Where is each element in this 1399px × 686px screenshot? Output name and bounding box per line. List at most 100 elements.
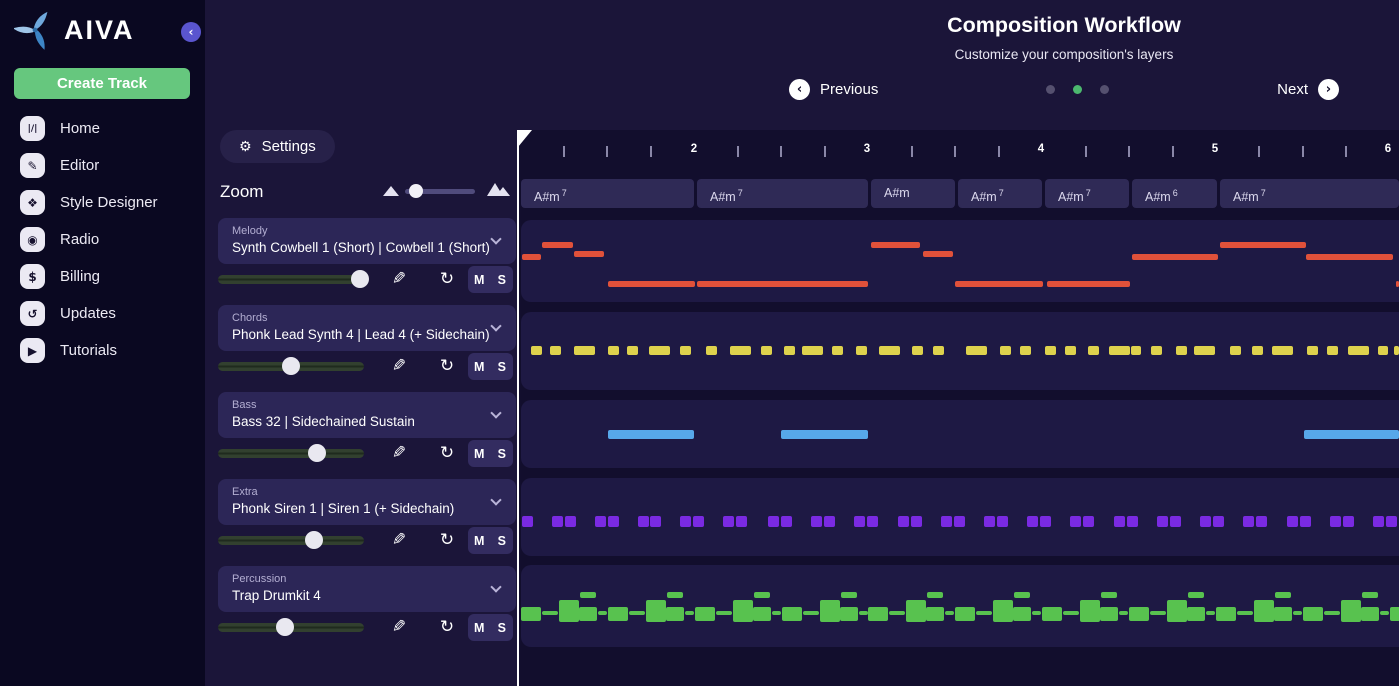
percussion-note[interactable] bbox=[1254, 600, 1274, 622]
chevron-down-icon[interactable] bbox=[490, 494, 502, 506]
regenerate-track-icon[interactable]: ↻ bbox=[439, 269, 455, 289]
create-track-button[interactable]: Create Track bbox=[14, 68, 190, 99]
volume-slider-extra[interactable] bbox=[218, 531, 364, 549]
extra-note[interactable] bbox=[1114, 516, 1125, 527]
percussion-note[interactable] bbox=[955, 607, 975, 621]
bass-note[interactable] bbox=[1304, 430, 1399, 439]
mute-button[interactable]: M bbox=[474, 620, 485, 635]
percussion-note[interactable] bbox=[666, 607, 684, 621]
percussion-note[interactable] bbox=[945, 611, 954, 615]
extra-note[interactable] bbox=[854, 516, 865, 527]
chords-note[interactable] bbox=[966, 346, 987, 355]
percussion-note[interactable] bbox=[859, 611, 868, 615]
solo-button[interactable]: S bbox=[497, 272, 506, 287]
percussion-note[interactable] bbox=[579, 607, 597, 621]
percussion-note[interactable] bbox=[716, 611, 732, 615]
chords-note[interactable] bbox=[784, 346, 795, 355]
chevron-down-icon[interactable] bbox=[490, 407, 502, 419]
sidebar-item-editor[interactable]: ✎ Editor bbox=[0, 147, 205, 184]
percussion-note[interactable] bbox=[1014, 592, 1030, 598]
chords-note[interactable] bbox=[1348, 346, 1369, 355]
chord-block[interactable]: A#m 7 bbox=[958, 179, 1042, 208]
extra-note[interactable] bbox=[1040, 516, 1051, 527]
percussion-note[interactable] bbox=[868, 607, 888, 621]
mute-button[interactable]: M bbox=[474, 359, 485, 374]
chords-note[interactable] bbox=[1020, 346, 1031, 355]
melody-note[interactable] bbox=[542, 242, 573, 248]
extra-note[interactable] bbox=[1256, 516, 1267, 527]
percussion-note[interactable] bbox=[1013, 607, 1031, 621]
chord-block[interactable]: A#m 7 bbox=[521, 179, 694, 208]
percussion-note[interactable] bbox=[695, 607, 715, 621]
step-dot-2[interactable] bbox=[1073, 85, 1083, 94]
melody-note[interactable] bbox=[697, 281, 868, 287]
chords-note[interactable] bbox=[1151, 346, 1162, 355]
chords-note[interactable] bbox=[574, 346, 595, 355]
mute-button[interactable]: M bbox=[474, 272, 485, 287]
chords-note[interactable] bbox=[706, 346, 717, 355]
chevron-down-icon[interactable] bbox=[490, 320, 502, 332]
percussion-note[interactable] bbox=[559, 600, 579, 622]
percussion-note[interactable] bbox=[820, 600, 840, 622]
volume-slider-thumb[interactable] bbox=[305, 531, 324, 549]
chords-note[interactable] bbox=[802, 346, 823, 355]
melody-note[interactable] bbox=[1132, 254, 1218, 260]
chevron-down-icon[interactable] bbox=[490, 233, 502, 245]
solo-button[interactable]: S bbox=[497, 620, 506, 635]
percussion-note[interactable] bbox=[1032, 611, 1041, 615]
percussion-note[interactable] bbox=[1362, 592, 1378, 598]
percussion-note[interactable] bbox=[1380, 611, 1389, 615]
chord-block[interactable]: A#m bbox=[871, 179, 955, 208]
percussion-note[interactable] bbox=[841, 592, 857, 598]
melody-note[interactable] bbox=[522, 254, 541, 260]
regenerate-track-icon[interactable]: ↻ bbox=[439, 530, 455, 550]
chords-note[interactable] bbox=[1000, 346, 1011, 355]
percussion-note[interactable] bbox=[542, 611, 558, 615]
percussion-note[interactable] bbox=[1150, 611, 1166, 615]
extra-note[interactable] bbox=[638, 516, 649, 527]
extra-note[interactable] bbox=[997, 516, 1008, 527]
zoom-in-icon[interactable] bbox=[487, 183, 510, 196]
volume-slider-thumb[interactable] bbox=[282, 357, 300, 375]
zoom-slider[interactable] bbox=[405, 184, 475, 198]
extra-note[interactable] bbox=[608, 516, 619, 527]
volume-slider-bass[interactable] bbox=[218, 444, 364, 462]
percussion-note[interactable] bbox=[993, 600, 1013, 622]
chords-note[interactable] bbox=[550, 346, 561, 355]
percussion-note[interactable] bbox=[1361, 607, 1379, 621]
next-button[interactable]: Next › bbox=[1277, 79, 1339, 100]
extra-note[interactable] bbox=[1157, 516, 1168, 527]
percussion-note[interactable] bbox=[1390, 607, 1399, 621]
extra-note[interactable] bbox=[552, 516, 563, 527]
extra-note[interactable] bbox=[1343, 516, 1354, 527]
percussion-note[interactable] bbox=[840, 607, 858, 621]
edit-track-icon[interactable]: ✎ bbox=[391, 356, 407, 376]
melody-note[interactable] bbox=[608, 281, 695, 287]
extra-note[interactable] bbox=[1200, 516, 1211, 527]
extra-note[interactable] bbox=[595, 516, 606, 527]
volume-slider-melody[interactable] bbox=[218, 270, 369, 288]
percussion-note[interactable] bbox=[1101, 592, 1117, 598]
chords-note[interactable] bbox=[933, 346, 944, 355]
chords-note[interactable] bbox=[912, 346, 923, 355]
bass-note[interactable] bbox=[608, 430, 694, 439]
edit-track-icon[interactable]: ✎ bbox=[391, 443, 407, 463]
chords-note[interactable] bbox=[1131, 346, 1141, 355]
percussion-note[interactable] bbox=[1206, 611, 1215, 615]
chords-note[interactable] bbox=[879, 346, 900, 355]
previous-button[interactable]: ‹ Previous bbox=[789, 79, 878, 100]
sidebar-item-billing[interactable]: $ Billing bbox=[0, 258, 205, 295]
melody-note[interactable] bbox=[871, 242, 920, 248]
chords-note[interactable] bbox=[1088, 346, 1099, 355]
extra-note[interactable] bbox=[824, 516, 835, 527]
solo-button[interactable]: S bbox=[497, 533, 506, 548]
percussion-note[interactable] bbox=[1293, 611, 1302, 615]
chords-note[interactable] bbox=[1394, 346, 1399, 355]
chords-note[interactable] bbox=[531, 346, 542, 355]
percussion-note[interactable] bbox=[1188, 592, 1204, 598]
sidebar-item-style-designer[interactable]: ❖ Style Designer bbox=[0, 184, 205, 221]
extra-note[interactable] bbox=[736, 516, 747, 527]
chords-note[interactable] bbox=[1045, 346, 1056, 355]
volume-slider-percussion[interactable] bbox=[218, 618, 364, 636]
percussion-note[interactable] bbox=[629, 611, 645, 615]
